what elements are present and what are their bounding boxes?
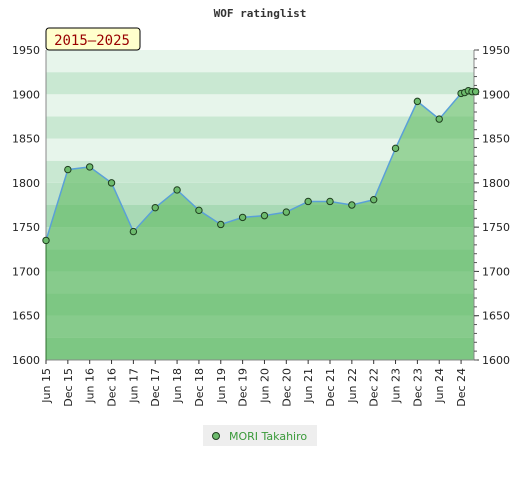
x-tick-label: Jun 18 [171,368,184,404]
y-tick-label-right: 1800 [482,177,510,190]
data-point [413,97,422,106]
data-point [217,220,225,229]
data-point [173,186,181,194]
legend[interactable]: MORI Takahiro [203,425,317,446]
x-tick-label: Jun 21 [302,368,315,404]
x-tick-label: Dec 22 [368,368,381,407]
grid-band [46,160,474,183]
x-tick-label: Dec 17 [149,368,162,407]
x-tick-label: Jun 24 [433,368,446,404]
y-tick-label-right: 1650 [482,310,510,323]
y-tick-label-left: 1800 [12,177,40,190]
data-point [195,206,203,215]
x-tick-label: Dec 20 [280,368,293,407]
x-tick-label: Dec 24 [455,368,468,407]
grid-band [46,182,474,205]
y-tick-label-left: 1850 [12,133,40,146]
x-tick-label: Dec 15 [62,368,75,407]
y-tick-label-left: 1950 [12,44,40,57]
x-tick-label: Jun 19 [215,368,228,404]
x-tick-label: Dec 21 [324,368,337,407]
y-tick-label-right: 1900 [482,88,510,101]
y-axis: 1600 1600 1650 1650 1700 1700 1750 1750 1800 1800… [12,44,510,367]
grid-band [46,116,474,139]
grid-band [46,50,474,73]
y-tick-label-left: 1750 [12,221,40,234]
series-points [42,87,480,245]
area-fill [46,90,476,360]
x-tick-label: Jun 15 [40,368,53,404]
legend-series-label: MORI Takahiro [229,430,307,443]
period-badge-label: 2015–2025 [54,33,130,49]
period-badge-box [45,27,141,51]
data-point [282,208,291,216]
y-tick-label-left: 1650 [12,310,40,323]
legend-marker-icon [212,432,220,440]
grid-band [46,72,474,95]
x-tick-label: Jun 20 [258,368,271,404]
x-tick-label: Jun 22 [346,368,359,404]
y-tick-label-right: 1600 [482,354,510,367]
data-point [260,211,269,220]
data-point [107,179,116,187]
x-tick-label: Jun 23 [390,368,403,404]
data-point [391,144,400,153]
data-point [304,197,312,206]
x-tick-label: Dec 18 [193,368,206,407]
data-point [64,165,72,174]
data-point [85,163,94,171]
data-point [326,197,334,206]
rating-area [46,90,476,360]
x-tick-label: Dec 16 [106,368,119,407]
y-tick-label-right: 1950 [482,44,510,57]
data-point [435,115,443,123]
grid-band [46,138,474,161]
y-tick-label-right: 1750 [482,221,510,234]
data-point [129,227,138,236]
data-point [151,203,159,212]
grid-band [46,94,474,117]
chart-title: WOF ratinglist [214,7,307,20]
data-point [471,87,480,96]
x-tick-label: Jun 16 [84,368,97,404]
data-point [238,213,247,222]
legend-box [203,425,317,446]
data-point [42,236,50,245]
y-tick-label-right: 1700 [482,265,510,278]
x-tick-label: Dec 19 [237,368,250,407]
x-axis: Jun 15 Dec 15 Jun 16 Dec 16 Jun 17 Dec 17 Jun … [40,360,468,407]
y-tick-label-right: 1850 [482,133,510,146]
y-tick-label-left: 1600 [12,354,40,367]
y-tick-label-left: 1700 [12,265,40,278]
period-badge: 2015–2025 [45,27,141,51]
x-tick-label: Jun 17 [127,368,140,404]
data-point [348,201,356,209]
data-point [369,195,378,204]
x-tick-label: Dec 23 [411,368,424,407]
y-tick-label-left: 1900 [12,88,40,101]
